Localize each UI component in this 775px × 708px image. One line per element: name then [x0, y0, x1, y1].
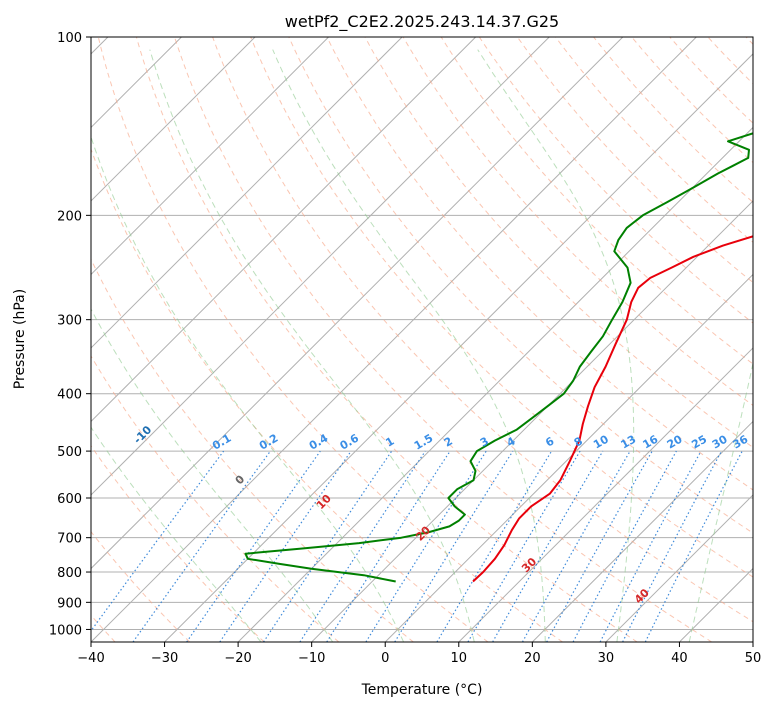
mixing-ratio-line — [132, 450, 271, 642]
isotherm-gridline — [91, 37, 256, 202]
x-tick-label: −10 — [298, 651, 325, 666]
isotherm-gridline — [384, 273, 753, 642]
moist-adiabat-line — [149, 49, 475, 642]
isotherm-gridline — [531, 420, 753, 642]
y-tick-label: 900 — [57, 596, 82, 611]
dry-adiabat-line — [516, 37, 753, 284]
x-tick-label: 40 — [671, 651, 688, 666]
moist-adiabat-line — [91, 426, 262, 642]
y-tick-label: 400 — [57, 388, 82, 403]
dry-adiabat-line — [135, 37, 638, 642]
plot-frame — [90, 36, 754, 643]
isotherm-gridline — [91, 37, 550, 496]
y-tick-label: 300 — [57, 314, 82, 329]
mixing-ratio-line — [326, 450, 451, 642]
mixing-ratio-line — [546, 450, 653, 642]
isotherm-gridline — [91, 37, 329, 276]
x-tick-label: −30 — [151, 651, 178, 666]
dry-adiabat-line — [91, 258, 414, 642]
isotherm-gridline — [91, 37, 624, 570]
mixing-ratio-line — [572, 450, 677, 642]
x-tick-label: 10 — [451, 651, 468, 666]
y-tick-label: 100 — [57, 31, 82, 46]
moist-adiabat-line — [272, 49, 546, 642]
dry-adiabat-line — [212, 37, 753, 623]
y-tick-label: 200 — [57, 209, 82, 224]
isotherm-gridline — [91, 37, 403, 349]
mixing-ratio-line — [219, 450, 352, 642]
moist-adiabat-line — [91, 135, 405, 642]
y-tick-label: 500 — [57, 445, 82, 460]
x-tick-label: −20 — [224, 651, 251, 666]
isotherm-gridline — [458, 347, 753, 642]
isotherm-gridline — [237, 126, 753, 642]
x-tick-label: 20 — [524, 651, 541, 666]
mixing-ratio-line — [91, 450, 225, 632]
x-tick-label: −40 — [77, 651, 104, 666]
mixing-ratio-line — [644, 450, 743, 642]
dry-adiabat-line — [91, 355, 340, 642]
moist-adiabat-line — [477, 49, 635, 642]
moist-adiabat-line — [91, 308, 334, 642]
dry-adiabat-line — [91, 530, 191, 642]
y-tick-label: 700 — [57, 532, 82, 547]
mixing-ratio-line — [521, 450, 631, 642]
mixing-ratio-line — [299, 450, 426, 642]
x-axis-label: Temperature (°C) — [361, 682, 483, 698]
y-tick-label: 600 — [57, 492, 82, 507]
dry-adiabat-line — [402, 37, 753, 406]
dry-adiabat-line — [97, 37, 563, 642]
dry-adiabat-line — [250, 37, 753, 578]
y-axis-label: Pressure (hPa) — [12, 289, 28, 389]
isotherm-gridline — [91, 37, 697, 642]
x-tick-label: 0 — [381, 651, 389, 666]
y-tick-label: 1000 — [49, 623, 82, 638]
dry-adiabat-line — [91, 445, 265, 642]
mixing-ratio-line — [394, 450, 514, 642]
isotherm-gridline — [605, 494, 753, 642]
x-tick-label: 30 — [598, 651, 615, 666]
y-tick-label: 800 — [57, 566, 82, 581]
isotherm-gridline — [164, 53, 753, 642]
dry-adiabat-line — [91, 147, 489, 642]
moist-adiabat-line — [688, 361, 753, 642]
plot-area — [91, 37, 753, 642]
temperature-profile-line — [472, 235, 753, 583]
mixing-ratio-line — [263, 450, 393, 642]
dry-adiabat-line — [440, 37, 753, 365]
dry-adiabat-line — [174, 37, 713, 642]
mixing-ratio-line — [186, 450, 321, 642]
isotherm-gridline — [91, 37, 477, 423]
x-tick-label: 50 — [745, 651, 762, 666]
dry-adiabat-line — [288, 37, 753, 534]
dewpoint-profile-line — [244, 132, 753, 583]
chart-title: wetPf2_C2E2.2025.243.14.37.G25 — [285, 12, 559, 32]
